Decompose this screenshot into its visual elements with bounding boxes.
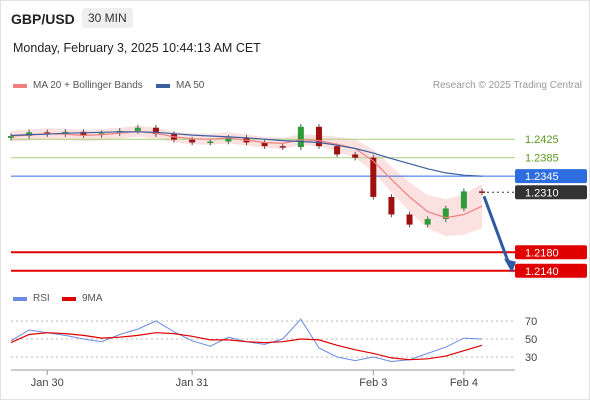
rsi-swatch: [13, 296, 27, 301]
legend-rsi-label: RSI: [33, 293, 50, 304]
candle-body: [370, 157, 377, 197]
level-label-1.2385: 1.2385: [525, 153, 559, 165]
legend-ma50: MA 50: [156, 80, 204, 91]
timeframe-badge[interactable]: 30 MIN: [82, 8, 133, 28]
rsi-line: [10, 318, 483, 363]
candle-body: [334, 146, 341, 155]
legend-ma9: 9MA: [62, 293, 103, 304]
legend-ma50-label: MA 50: [176, 80, 205, 91]
candle-body: [261, 142, 268, 147]
level-label-1.2425: 1.2425: [525, 134, 559, 146]
candle-body: [189, 139, 196, 143]
rsi-tick-70: 70: [525, 316, 537, 328]
candle-body: [406, 214, 413, 225]
level-badge-1.2310: [515, 185, 587, 200]
candle-body: [297, 126, 304, 148]
projection-arrowhead: [504, 258, 516, 273]
level-label-1.2140: 1.2140: [525, 266, 559, 278]
legend-rsi: RSI: [13, 293, 50, 304]
legend-ma9-label: 9MA: [82, 293, 103, 304]
candle-body: [442, 208, 449, 220]
ma20-line: [10, 130, 483, 219]
candle-body: [207, 141, 214, 144]
level-label-1.2180: 1.2180: [525, 247, 559, 259]
ma50-swatch: [156, 83, 170, 88]
level-label-1.2310: 1.2310: [525, 187, 559, 199]
level-badge-1.2180: [515, 245, 587, 260]
candle-body: [424, 219, 431, 225]
x-tick-Feb-3: Feb 3: [359, 377, 387, 389]
datetime-label: Monday, February 3, 2025 10:44:13 AM CET: [13, 41, 261, 55]
ma20-swatch: [13, 83, 27, 88]
ma50-line: [10, 131, 483, 177]
candle-body: [225, 137, 232, 142]
legend-ma20: MA 20 + Bollinger Bands: [13, 80, 143, 91]
x-tick-Jan-30: Jan 30: [31, 377, 64, 389]
symbol-title: GBP/USD: [11, 11, 75, 27]
candle-body: [134, 127, 141, 131]
candle-body: [315, 126, 322, 147]
level-badge-1.2140: [515, 263, 587, 278]
x-tick-Feb-4: Feb 4: [450, 377, 478, 389]
candle-body: [8, 136, 14, 138]
candle-body: [388, 196, 395, 215]
bollinger-band-area: [11, 125, 482, 237]
candle-body: [80, 131, 87, 136]
rsi-tick-50: 50: [525, 334, 537, 346]
legend-ma20-label: MA 20 + Bollinger Bands: [33, 80, 143, 91]
ma9-line: [10, 332, 483, 361]
source-credit: Research © 2025 Trading Central: [432, 80, 582, 91]
level-label-1.2345: 1.2345: [525, 171, 559, 183]
x-tick-Jan-31: Jan 31: [176, 377, 209, 389]
candle-body: [479, 191, 485, 193]
candle-body: [152, 127, 159, 135]
candle-body: [460, 191, 467, 209]
projection-arrow: [482, 195, 512, 268]
candle-body: [352, 154, 359, 158]
rsi-tick-30: 30: [525, 352, 537, 364]
ma9-swatch: [62, 296, 76, 301]
level-badge-1.2345: [515, 169, 587, 184]
candle-body: [279, 146, 286, 148]
